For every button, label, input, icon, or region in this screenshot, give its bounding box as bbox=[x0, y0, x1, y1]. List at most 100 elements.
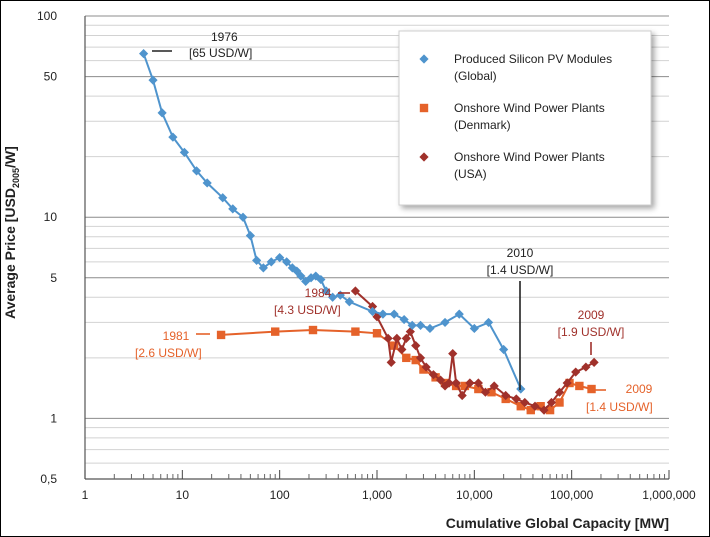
data-point-pv-modules bbox=[179, 147, 189, 157]
data-point-wind-denmark bbox=[474, 384, 483, 394]
data-point-wind-usa bbox=[397, 344, 407, 355]
data-point-pv-modules bbox=[139, 49, 149, 59]
data-point-wind-denmark bbox=[308, 325, 318, 335]
y-tick-label: 0,5 bbox=[40, 472, 57, 486]
legend-sublabel-wind-denmark: (Denmark) bbox=[454, 118, 511, 132]
y-tick-label: 1 bbox=[50, 411, 57, 425]
legend-label-wind-usa: Onshore Wind Power Plants bbox=[454, 150, 605, 164]
data-point-wind-usa bbox=[451, 378, 461, 388]
data-point-wind-usa bbox=[405, 327, 415, 337]
data-point-wind-usa bbox=[435, 375, 446, 385]
data-point-wind-denmark bbox=[526, 405, 535, 415]
data-point-pv-modules bbox=[296, 271, 306, 281]
annotation-2009-denmark-value: [1.4 USD/W] bbox=[586, 400, 653, 414]
legend-label-pv-modules: Produced Silicon PV Modules bbox=[454, 52, 612, 66]
data-point-wind-denmark bbox=[516, 402, 525, 411]
data-point-pv-modules bbox=[328, 292, 338, 302]
annotation-2010-year: 2010 bbox=[507, 246, 534, 260]
legend-marker-pv-modules bbox=[419, 54, 429, 64]
data-point-wind-usa bbox=[511, 394, 521, 404]
data-point-pv-modules bbox=[168, 132, 178, 142]
data-point-wind-usa bbox=[539, 405, 549, 415]
legend-marker-wind-usa bbox=[419, 152, 429, 162]
y-axis-title: Average Price [USD2005/W] bbox=[2, 146, 21, 319]
data-point-wind-denmark bbox=[419, 365, 428, 374]
data-point-wind-usa bbox=[480, 387, 491, 397]
data-point-wind-usa bbox=[386, 357, 396, 367]
annotation-2009-denmark-year: 2009 bbox=[626, 382, 653, 396]
y-tick-label: 50 bbox=[44, 70, 58, 84]
legend-label-wind-denmark: Onshore Wind Power Plants bbox=[454, 101, 605, 115]
data-point-pv-modules bbox=[344, 297, 354, 307]
legend-sublabel-wind-usa: (USA) bbox=[454, 167, 487, 181]
data-point-pv-modules bbox=[228, 204, 238, 214]
data-point-pv-modules bbox=[191, 166, 202, 176]
annotation-1984-value: [4.3 USD/W] bbox=[274, 303, 341, 317]
data-point-wind-usa bbox=[589, 357, 599, 367]
y-axis-title-end: /W] bbox=[2, 146, 18, 168]
data-point-wind-usa bbox=[554, 387, 565, 397]
data-point-wind-usa bbox=[428, 370, 439, 380]
x-tick-label: 1 bbox=[82, 488, 89, 502]
data-point-pv-modules bbox=[425, 323, 435, 334]
data-point-wind-usa bbox=[411, 341, 421, 351]
data-point-wind-denmark bbox=[372, 329, 382, 338]
data-point-pv-modules bbox=[266, 257, 276, 267]
data-point-pv-modules bbox=[252, 255, 262, 266]
x-axis-title: Cumulative Global Capacity [MW] bbox=[446, 515, 669, 531]
data-point-wind-usa bbox=[465, 378, 475, 388]
x-tick-label: 100 bbox=[270, 488, 290, 502]
data-point-pv-modules bbox=[399, 314, 409, 325]
data-point-pv-modules bbox=[245, 231, 255, 241]
y-tick-label: 100 bbox=[37, 9, 57, 23]
annotation-1976-year: 1976 bbox=[211, 30, 238, 44]
data-point-pv-modules bbox=[282, 257, 292, 267]
data-point-wind-denmark bbox=[487, 388, 496, 397]
data-point-pv-modules bbox=[415, 320, 426, 330]
data-series bbox=[139, 49, 599, 415]
y-tick-label: 5 bbox=[50, 271, 57, 285]
data-point-wind-denmark bbox=[411, 355, 420, 365]
x-tick-label: 1,000 bbox=[362, 488, 392, 502]
data-point-wind-usa bbox=[444, 378, 454, 388]
y-axis-title-subscript: 2005 bbox=[11, 168, 21, 188]
annotation-1984-year: 1984 bbox=[305, 286, 332, 300]
data-point-wind-denmark bbox=[216, 330, 226, 340]
legend-sublabel-pv-modules: (Global) bbox=[454, 69, 497, 83]
data-point-pv-modules bbox=[157, 108, 167, 118]
legend: Produced Silicon PV Modules (Global) Onsho… bbox=[398, 30, 652, 206]
data-point-wind-denmark bbox=[575, 381, 584, 391]
data-point-wind-usa bbox=[457, 390, 467, 401]
x-tick-label: 100,000 bbox=[550, 488, 594, 502]
series-pv-modules bbox=[139, 49, 526, 394]
data-point-wind-denmark bbox=[587, 384, 596, 394]
annotation-1981-value: [2.6 USD/W] bbox=[135, 346, 202, 360]
data-point-pv-modules bbox=[499, 344, 509, 355]
legend-box bbox=[398, 30, 652, 206]
y-tick-label: 10 bbox=[44, 210, 58, 224]
annotation-2009-usa-year: 2009 bbox=[578, 308, 605, 322]
data-point-pv-modules bbox=[378, 309, 388, 319]
data-point-wind-usa bbox=[501, 390, 511, 401]
data-point-pv-modules bbox=[321, 286, 331, 296]
legend-marker-wind-denmark bbox=[419, 103, 429, 113]
data-point-pv-modules bbox=[469, 323, 479, 334]
data-point-wind-usa bbox=[392, 333, 402, 343]
data-point-wind-usa bbox=[367, 301, 378, 312]
annotation-2009-usa-value: [1.9 USD/W] bbox=[558, 325, 625, 339]
x-tick-label: 1,000,000 bbox=[642, 488, 696, 502]
annotations: 1976 [65 USD/W] 1981 [2.6 USD/W] 1984 [4.3 US… bbox=[135, 30, 653, 414]
x-tick-label: 10,000 bbox=[456, 488, 493, 502]
data-point-pv-modules bbox=[407, 320, 417, 330]
data-point-pv-modules bbox=[275, 252, 285, 263]
annotation-1981-year: 1981 bbox=[163, 329, 190, 343]
annotation-2010-value: [1.4 USD/W] bbox=[487, 263, 554, 277]
data-point-wind-denmark bbox=[555, 398, 564, 407]
data-point-wind-usa bbox=[571, 367, 581, 377]
data-point-wind-denmark bbox=[389, 341, 399, 350]
data-point-wind-denmark bbox=[402, 353, 411, 363]
data-point-wind-denmark bbox=[536, 402, 545, 411]
data-point-wind-usa bbox=[401, 333, 411, 343]
